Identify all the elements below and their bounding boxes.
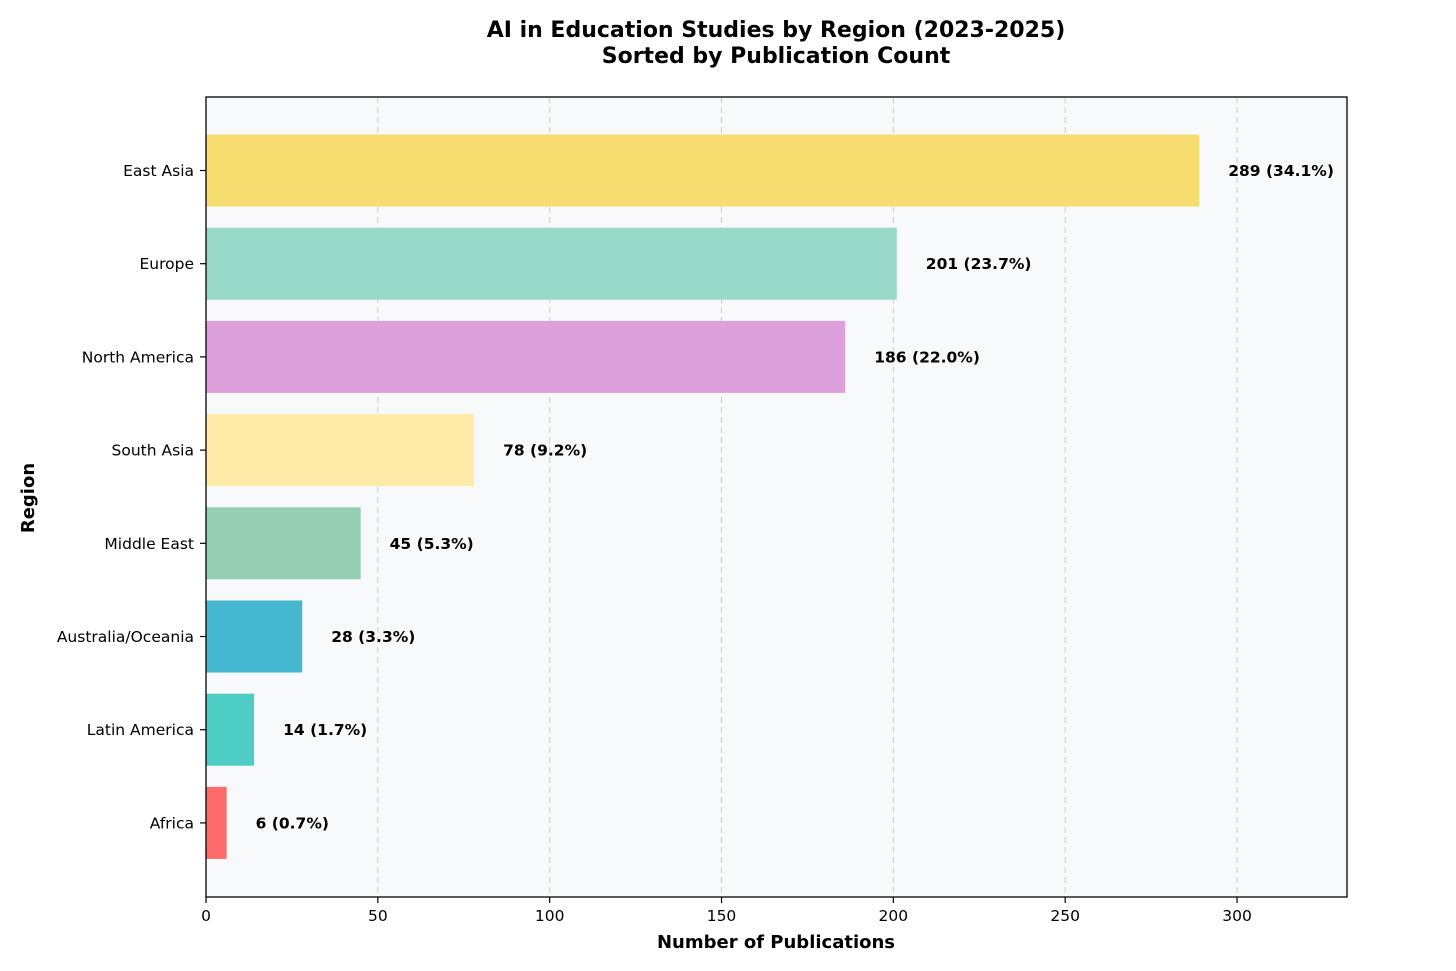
x-tick-label: 200 — [879, 907, 909, 925]
y-tick-label: Europe — [139, 255, 194, 273]
x-tick-label: 300 — [1222, 907, 1252, 925]
bar-north-america — [206, 320, 846, 393]
bar-value-label: 45 (5.3%) — [390, 535, 474, 553]
bar-middle-east — [206, 507, 361, 580]
y-tick-label: South Asia — [112, 442, 194, 460]
y-tick-label: North America — [82, 348, 194, 366]
bar-value-label: 186 (22.0%) — [874, 348, 980, 366]
x-tick-label: 250 — [1050, 907, 1080, 925]
y-tick-label: Middle East — [104, 535, 194, 553]
axis-ticks: 0 50 100 150 200 250 300 East Asia Europe North A… — [57, 162, 1252, 925]
bar-latin-america — [206, 693, 255, 766]
x-tick-label: 150 — [707, 907, 737, 925]
bars — [206, 134, 1200, 859]
bar-value-label: 28 (3.3%) — [331, 628, 415, 646]
plot-area — [206, 97, 1347, 897]
y-tick-label: East Asia — [123, 162, 194, 180]
bar-value-label: 289 (34.1%) — [1228, 162, 1334, 180]
bar-value-label: 78 (9.2%) — [503, 442, 587, 460]
bar-africa — [206, 786, 227, 859]
plot-frame — [205, 96, 1348, 898]
bar-value-label: 14 (1.7%) — [283, 721, 367, 739]
y-tick-label: Australia/Oceania — [57, 628, 194, 646]
bar-value-label: 6 (0.7%) — [256, 814, 329, 832]
data-labels: 289 (34.1%) 201 (23.7%) 186 (22.0%) 78 (9.2… — [256, 162, 1334, 832]
bar-australia-oceania — [206, 600, 303, 673]
x-tick-label: 50 — [368, 907, 388, 925]
bar-value-label: 201 (23.7%) — [926, 255, 1032, 273]
x-tick-label: 100 — [535, 907, 565, 925]
bar-europe — [206, 227, 897, 300]
y-tick-label: Latin America — [87, 721, 194, 739]
bar-south-asia — [206, 414, 475, 487]
x-axis-label: Number of Publications — [657, 932, 895, 953]
x-tick-label: 0 — [201, 907, 211, 925]
y-axis-label: Region — [18, 463, 39, 533]
chart-title-line-2: Sorted by Publication Count — [602, 44, 951, 69]
chart-title-line-1: AI in Education Studies by Region (2023-… — [487, 18, 1066, 43]
y-tick-label: Africa — [150, 814, 194, 832]
bar-east-asia — [206, 134, 1200, 207]
